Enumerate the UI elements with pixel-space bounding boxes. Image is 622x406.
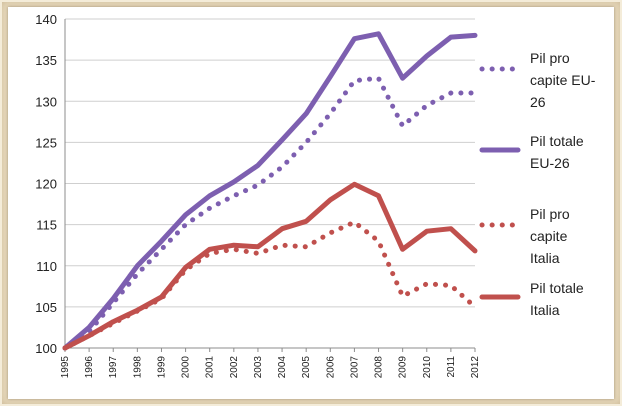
x-tick-label: 2008 bbox=[374, 356, 385, 379]
y-tick-label: 125 bbox=[35, 135, 57, 150]
x-tick-label: 2002 bbox=[229, 356, 240, 379]
y-tick-label: 130 bbox=[35, 94, 57, 109]
y-tick-label: 115 bbox=[36, 218, 57, 233]
chart-panel: 100 105 110 115 120 125 130 135 140 1995 1996 1997 1… bbox=[8, 7, 614, 399]
legend-label: capite EU- bbox=[530, 72, 596, 88]
series-line bbox=[62, 75, 478, 351]
x-tick-label: 2006 bbox=[325, 356, 336, 379]
line-chart: 100 105 110 115 120 125 130 135 140 1995 1996 1997 1… bbox=[35, 12, 596, 378]
x-tick-label: 2012 bbox=[470, 356, 481, 379]
x-tick-label: 2009 bbox=[398, 356, 409, 379]
y-tick-label: 120 bbox=[35, 177, 57, 192]
legend-label: 26 bbox=[530, 94, 546, 110]
legend-label: Italia bbox=[530, 250, 560, 266]
series-line bbox=[62, 31, 478, 351]
legend-label: EU-26 bbox=[530, 155, 570, 171]
x-tick-label: 1997 bbox=[108, 356, 119, 379]
x-tick-label: 2000 bbox=[181, 356, 192, 379]
series-line bbox=[62, 181, 478, 351]
x-tick-label: 2004 bbox=[277, 356, 288, 379]
axes: 100 105 110 115 120 125 130 135 140 1995 1996 1997 1… bbox=[35, 12, 481, 378]
x-tick-label: 2010 bbox=[422, 356, 433, 379]
x-tick-label: 2005 bbox=[301, 356, 312, 379]
y-tick-label: 140 bbox=[35, 12, 57, 27]
legend-entry: Pil totale EU-26 bbox=[479, 133, 584, 171]
x-tick-label: 1998 bbox=[132, 356, 143, 379]
y-tick-label: 110 bbox=[36, 259, 57, 274]
legend: Pil pro capite EU- 26 Pil totale EU-26 Pil pr… bbox=[479, 50, 596, 318]
x-tick-label: 2001 bbox=[205, 356, 216, 379]
legend-label: Pil totale bbox=[530, 133, 584, 149]
legend-label: Italia bbox=[530, 302, 560, 318]
x-tick-label: 2003 bbox=[253, 356, 264, 379]
x-tick-label: 2007 bbox=[349, 356, 360, 379]
legend-entry: Pil pro capite Italia bbox=[479, 206, 570, 266]
legend-label: Pil totale bbox=[530, 280, 584, 296]
legend-label: capite bbox=[530, 228, 568, 244]
legend-label: Pil pro bbox=[530, 206, 570, 222]
y-tick-label: 100 bbox=[35, 341, 57, 356]
legend-entry: Pil pro capite EU- 26 bbox=[479, 50, 596, 110]
x-tick-label: 1999 bbox=[156, 356, 167, 379]
gridlines bbox=[65, 18, 475, 308]
x-tick-label: 1996 bbox=[84, 356, 95, 379]
legend-entry: Pil totale Italia bbox=[479, 280, 584, 318]
series-lines bbox=[62, 31, 478, 351]
legend-label: Pil pro bbox=[530, 50, 570, 66]
series-line bbox=[62, 219, 478, 351]
x-tick-label: 1995 bbox=[60, 356, 71, 379]
x-tick-label: 2011 bbox=[446, 356, 457, 378]
y-tick-label: 135 bbox=[35, 53, 57, 68]
y-tick-label: 105 bbox=[35, 300, 57, 315]
